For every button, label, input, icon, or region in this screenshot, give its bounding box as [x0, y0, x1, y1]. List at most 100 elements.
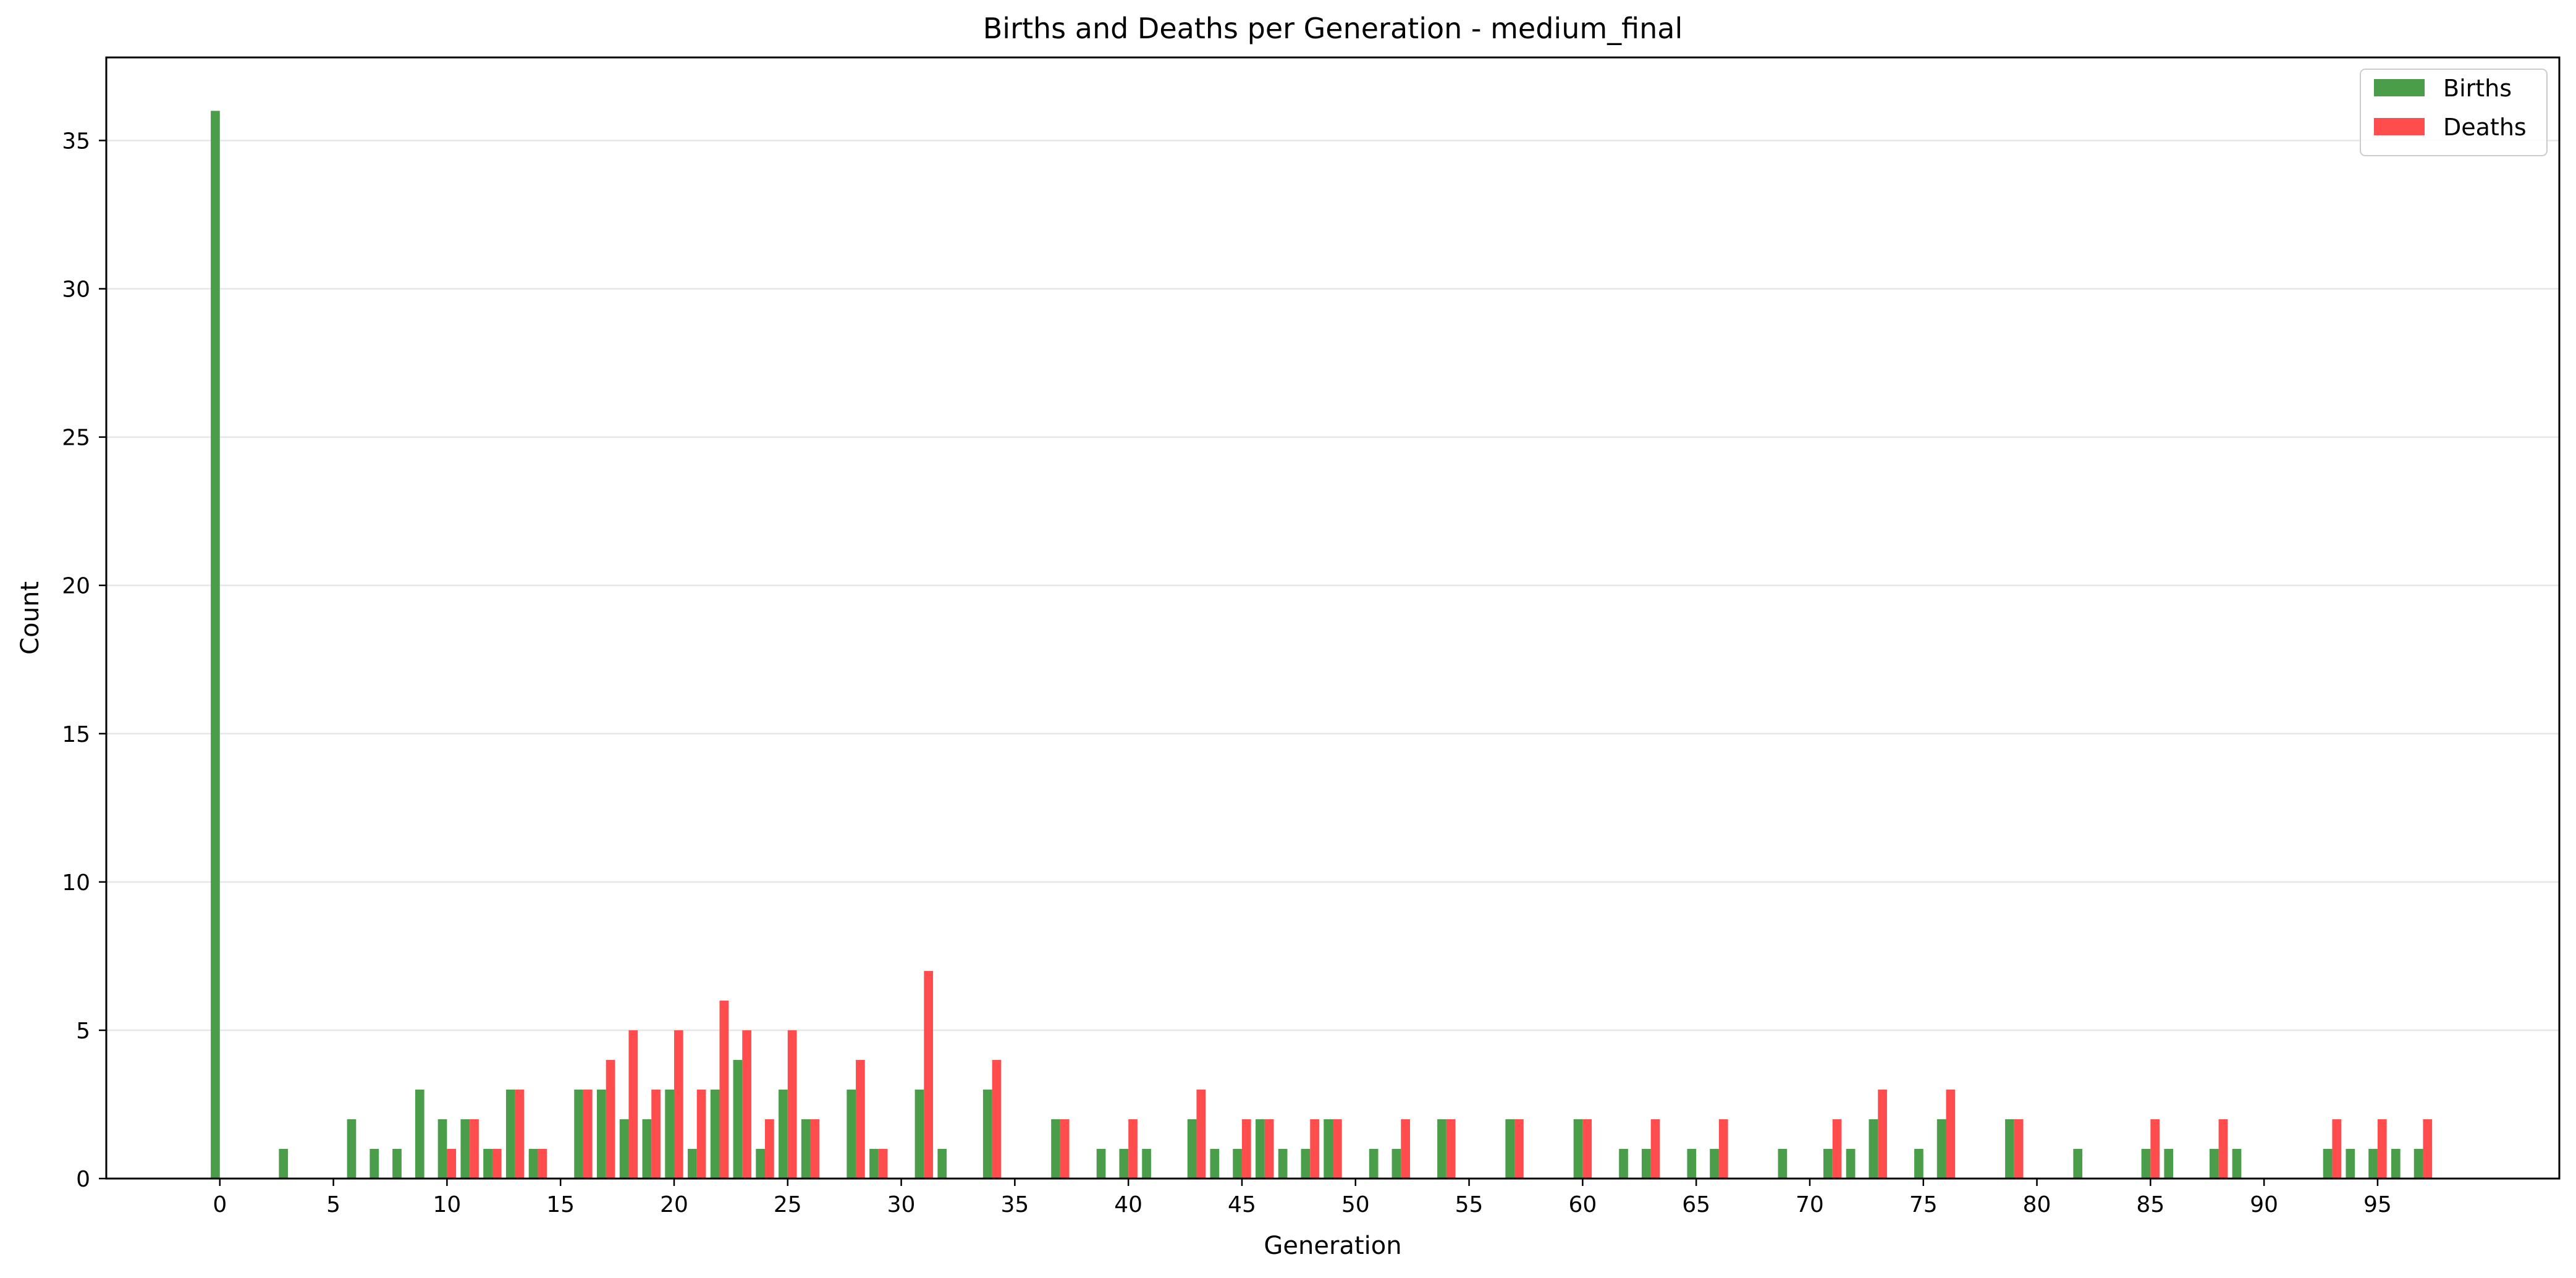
bar-births-gen-28: [847, 1089, 856, 1179]
x-tick-label-5: 5: [326, 1192, 340, 1217]
legend-swatch-births: [2374, 79, 2425, 96]
bar-deaths-gen-21: [696, 1089, 706, 1179]
x-tick-label-65: 65: [1682, 1192, 1710, 1217]
bars: [211, 111, 2433, 1179]
x-tick-label-60: 60: [1568, 1192, 1597, 1217]
x-tick-label-15: 15: [546, 1192, 575, 1217]
bar-births-gen-20: [665, 1089, 674, 1179]
bar-births-gen-12: [483, 1148, 492, 1179]
bar-births-gen-17: [597, 1089, 606, 1179]
bar-births-gen-60: [1573, 1119, 1583, 1179]
x-tick-label-20: 20: [660, 1192, 688, 1217]
bar-births-gen-24: [756, 1148, 766, 1179]
y-tick-label-25: 25: [62, 426, 90, 451]
bar-births-gen-54: [1437, 1119, 1446, 1179]
chart-title: Births and Deaths per Generation - mediu…: [983, 12, 1683, 45]
bar-deaths-gen-12: [492, 1148, 502, 1179]
bar-births-gen-40: [1119, 1148, 1129, 1179]
bar-births-gen-41: [1142, 1148, 1151, 1179]
bar-births-gen-97: [2413, 1148, 2423, 1179]
x-tick-label-10: 10: [433, 1192, 461, 1217]
bar-births-gen-73: [1869, 1119, 1878, 1179]
bar-deaths-gen-28: [856, 1059, 865, 1179]
bar-births-gen-95: [2368, 1148, 2378, 1179]
bar-births-gen-63: [1641, 1148, 1651, 1179]
bar-births-gen-34: [982, 1089, 992, 1179]
bar-births-gen-96: [2391, 1148, 2401, 1179]
bar-births-gen-29: [869, 1148, 879, 1179]
bar-births-gen-21: [688, 1148, 697, 1179]
bar-deaths-gen-85: [2150, 1119, 2160, 1179]
bar-births-gen-52: [1391, 1148, 1401, 1179]
bar-births-gen-9: [415, 1089, 424, 1179]
gridlines: [106, 140, 2559, 1180]
bar-deaths-gen-19: [651, 1089, 661, 1179]
bar-births-gen-37: [1051, 1119, 1060, 1179]
bar-births-gen-72: [1846, 1148, 1856, 1179]
bar-births-gen-51: [1369, 1148, 1379, 1179]
bar-births-gen-57: [1505, 1119, 1515, 1179]
bar-deaths-gen-73: [1878, 1089, 1887, 1179]
bar-births-gen-3: [279, 1148, 289, 1179]
bar-deaths-gen-34: [992, 1059, 1002, 1179]
bar-deaths-gen-11: [470, 1119, 479, 1179]
x-tick-label-55: 55: [1455, 1192, 1484, 1217]
y-tick-label-20: 20: [62, 574, 90, 599]
bar-births-gen-18: [619, 1119, 629, 1179]
x-tick-label-85: 85: [2136, 1192, 2164, 1217]
bar-deaths-gen-79: [2014, 1119, 2024, 1179]
bar-births-gen-13: [505, 1089, 515, 1179]
bar-deaths-gen-93: [2332, 1119, 2342, 1179]
y-tick-label-15: 15: [62, 722, 90, 747]
bar-deaths-gen-20: [674, 1030, 683, 1179]
bar-deaths-gen-71: [1832, 1119, 1842, 1179]
bar-deaths-gen-23: [742, 1030, 751, 1179]
legend-label-deaths: Deaths: [2443, 114, 2527, 141]
legend: Births Deaths: [2360, 69, 2548, 156]
bar-deaths-gen-17: [606, 1059, 615, 1179]
bar-births-gen-44: [1210, 1148, 1220, 1179]
bar-deaths-gen-13: [515, 1089, 525, 1179]
y-tick-label-35: 35: [62, 128, 90, 154]
bar-births-gen-10: [437, 1119, 447, 1179]
bar-births-gen-94: [2346, 1148, 2355, 1179]
bar-deaths-gen-31: [924, 970, 934, 1179]
x-tick-label-50: 50: [1341, 1192, 1370, 1217]
bar-births-gen-16: [574, 1089, 583, 1179]
y-tick-label-0: 0: [76, 1167, 90, 1192]
bar-deaths-gen-40: [1128, 1119, 1138, 1179]
x-tick-label-95: 95: [2363, 1192, 2392, 1217]
bar-births-gen-7: [370, 1148, 379, 1179]
bar-deaths-gen-66: [1718, 1119, 1728, 1179]
bar-deaths-gen-95: [2377, 1119, 2387, 1179]
bar-births-gen-71: [1823, 1148, 1833, 1179]
bar-deaths-gen-25: [787, 1030, 797, 1179]
bar-deaths-gen-76: [1946, 1089, 1956, 1179]
y-tick-label-10: 10: [62, 870, 90, 896]
bar-births-gen-19: [642, 1119, 652, 1179]
bar-births-gen-76: [1936, 1119, 1946, 1179]
x-axis-label: Generation: [1264, 1232, 1401, 1260]
bar-deaths-gen-24: [765, 1119, 774, 1179]
bar-births-gen-79: [2005, 1119, 2014, 1179]
bar-births-gen-65: [1687, 1148, 1697, 1179]
bar-deaths-gen-63: [1650, 1119, 1660, 1179]
bar-births-gen-22: [710, 1089, 720, 1179]
bar-births-gen-46: [1256, 1119, 1265, 1179]
bar-births-gen-32: [937, 1148, 947, 1179]
plot-frame: [105, 56, 2561, 1180]
bar-births-gen-23: [733, 1059, 743, 1179]
bar-births-gen-48: [1301, 1148, 1311, 1179]
bar-births-gen-62: [1619, 1148, 1628, 1179]
bar-births-gen-6: [347, 1119, 357, 1179]
bar-births-gen-26: [801, 1119, 811, 1179]
axis-ticks: 0 5 10 15 20 25 30 35 40 45 50 55 60 65 70 75 80 85 90 95 0 5…: [62, 128, 2392, 1217]
x-tick-label-45: 45: [1228, 1192, 1256, 1217]
bar-births-gen-49: [1324, 1119, 1333, 1179]
x-tick-label-80: 80: [2023, 1192, 2051, 1217]
bar-births-gen-25: [779, 1089, 788, 1179]
bar-births-gen-31: [914, 1089, 924, 1179]
bar-births-gen-86: [2164, 1148, 2174, 1179]
